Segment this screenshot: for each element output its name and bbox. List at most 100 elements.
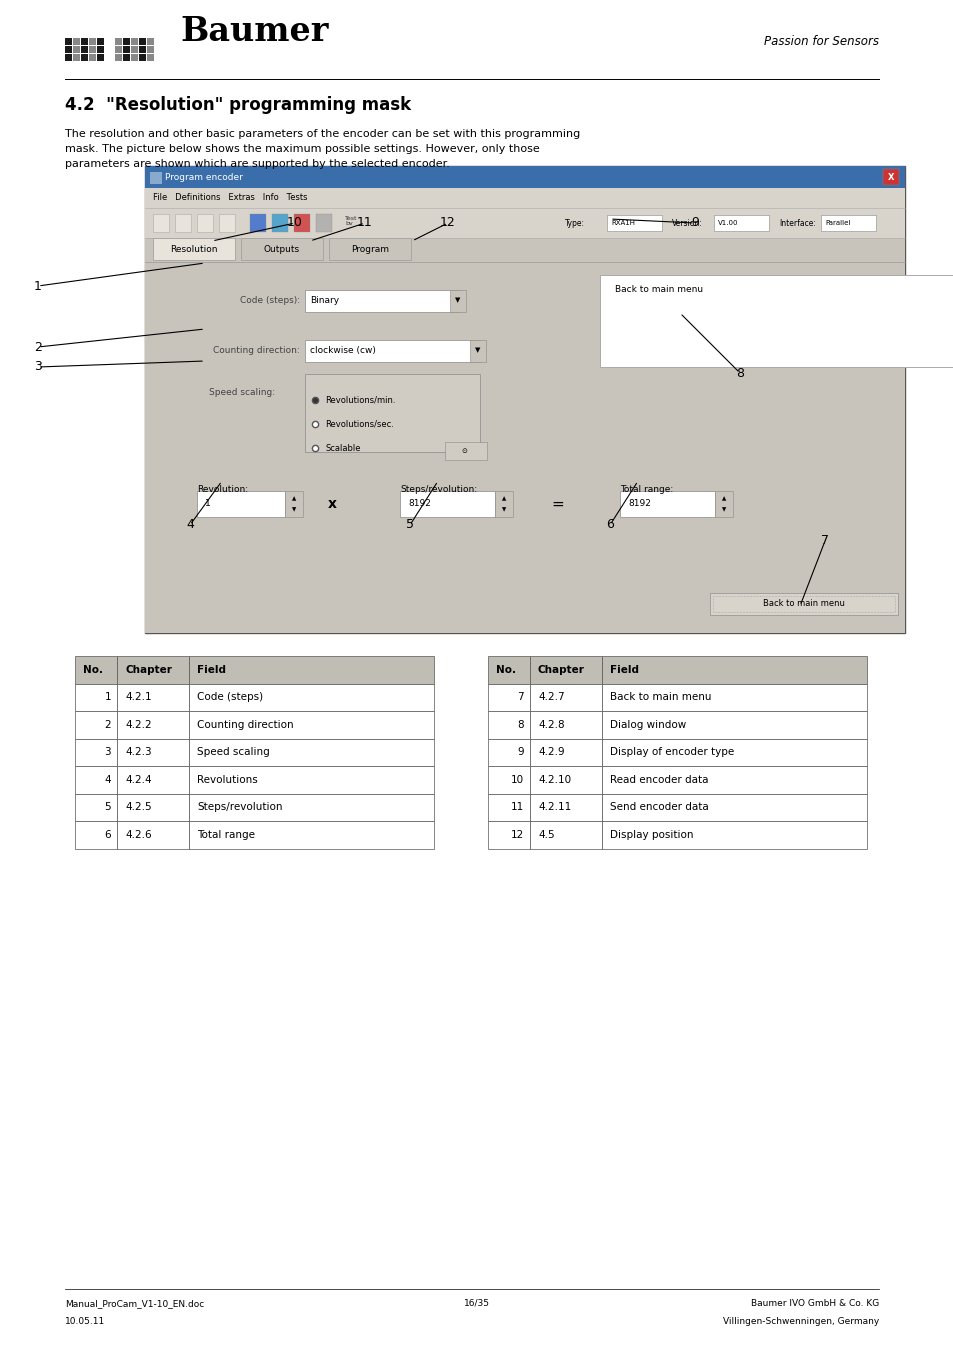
- Text: 7: 7: [517, 692, 523, 703]
- Bar: [131, 38, 138, 45]
- Bar: [712, 596, 894, 612]
- Text: 8192: 8192: [627, 500, 650, 508]
- Bar: [189, 711, 434, 739]
- Bar: [117, 766, 189, 793]
- Text: Program: Program: [351, 245, 389, 254]
- Text: ▼: ▼: [455, 297, 460, 303]
- Bar: [89, 54, 96, 61]
- Text: Back to main menu: Back to main menu: [609, 692, 711, 703]
- Text: Back to main menu: Back to main menu: [615, 285, 702, 293]
- Text: 4: 4: [104, 774, 111, 785]
- Bar: [147, 46, 154, 53]
- Bar: [241, 238, 323, 259]
- Text: 4.2.11: 4.2.11: [537, 802, 571, 812]
- Text: 11: 11: [510, 802, 523, 812]
- Bar: [272, 213, 288, 232]
- Bar: [530, 684, 601, 711]
- Text: Revolutions/min.: Revolutions/min.: [325, 396, 395, 404]
- Text: =: =: [551, 497, 564, 512]
- Bar: [530, 793, 601, 821]
- Bar: [81, 46, 88, 53]
- Text: Display of encoder type: Display of encoder type: [609, 747, 734, 758]
- Text: 12: 12: [439, 216, 456, 230]
- Bar: [713, 215, 768, 231]
- Text: 6: 6: [104, 830, 111, 840]
- Text: 5: 5: [104, 802, 111, 812]
- Bar: [117, 793, 189, 821]
- Text: 2: 2: [34, 340, 42, 354]
- Bar: [131, 46, 138, 53]
- Text: 4.2.5: 4.2.5: [125, 802, 152, 812]
- Text: V1.00: V1.00: [718, 220, 738, 226]
- Text: ▼: ▼: [721, 507, 725, 512]
- Text: Counting direction: Counting direction: [196, 720, 294, 730]
- Bar: [601, 711, 866, 739]
- Text: Outputs: Outputs: [264, 245, 300, 254]
- Text: Parallel: Parallel: [824, 220, 849, 226]
- Bar: [294, 213, 310, 232]
- Bar: [488, 739, 530, 766]
- Bar: [123, 46, 130, 53]
- Bar: [75, 766, 117, 793]
- Bar: [75, 684, 117, 711]
- Bar: [139, 38, 146, 45]
- Bar: [174, 213, 191, 232]
- Text: No.: No.: [83, 665, 103, 674]
- Text: 4.2.4: 4.2.4: [125, 774, 152, 785]
- Bar: [601, 821, 866, 848]
- Text: Speed scaling: Speed scaling: [196, 747, 270, 758]
- Bar: [619, 490, 714, 517]
- Text: ▲: ▲: [292, 496, 295, 501]
- Text: x: x: [327, 497, 336, 511]
- Bar: [601, 657, 866, 684]
- Bar: [115, 46, 122, 53]
- Bar: [139, 46, 146, 53]
- Text: Version:: Version:: [671, 219, 702, 227]
- Text: 4.2.10: 4.2.10: [537, 774, 571, 785]
- Text: 7: 7: [821, 535, 828, 547]
- Text: Baumer: Baumer: [180, 15, 328, 49]
- Bar: [189, 821, 434, 848]
- Bar: [97, 54, 104, 61]
- Text: 4.2.8: 4.2.8: [537, 720, 564, 730]
- Text: ▲: ▲: [721, 496, 725, 501]
- Text: Steps/revolution: Steps/revolution: [196, 802, 282, 812]
- Text: Binary: Binary: [310, 296, 338, 304]
- Text: Speed scaling:: Speed scaling:: [209, 388, 274, 396]
- Text: 2: 2: [104, 720, 111, 730]
- Bar: [530, 821, 601, 848]
- Bar: [147, 38, 154, 45]
- Text: Scalable: Scalable: [325, 443, 360, 453]
- Bar: [65, 54, 72, 61]
- Bar: [601, 793, 866, 821]
- Text: No.: No.: [496, 665, 516, 674]
- Bar: [399, 490, 495, 517]
- Text: X: X: [887, 173, 893, 181]
- Text: 8: 8: [735, 366, 743, 380]
- Bar: [97, 38, 104, 45]
- Text: 4.2.2: 4.2.2: [125, 720, 152, 730]
- Text: Revolution:: Revolution:: [196, 485, 248, 494]
- Text: 11: 11: [356, 216, 373, 230]
- Bar: [145, 188, 904, 208]
- Bar: [117, 711, 189, 739]
- Text: Program encoder: Program encoder: [165, 173, 243, 181]
- Bar: [117, 821, 189, 848]
- Bar: [97, 46, 104, 53]
- Text: 12: 12: [510, 830, 523, 840]
- Bar: [145, 262, 904, 634]
- Bar: [250, 213, 266, 232]
- Bar: [189, 766, 434, 793]
- Text: 3: 3: [34, 361, 42, 373]
- Bar: [714, 490, 732, 517]
- Bar: [315, 213, 332, 232]
- Bar: [601, 739, 866, 766]
- Text: Test
bv: Test bv: [345, 216, 357, 227]
- Bar: [139, 54, 146, 61]
- Text: Back to main menu: Back to main menu: [762, 600, 844, 608]
- Text: Passion for Sensors: Passion for Sensors: [763, 35, 878, 49]
- Bar: [75, 711, 117, 739]
- Bar: [882, 169, 898, 185]
- Bar: [470, 340, 485, 362]
- Bar: [488, 766, 530, 793]
